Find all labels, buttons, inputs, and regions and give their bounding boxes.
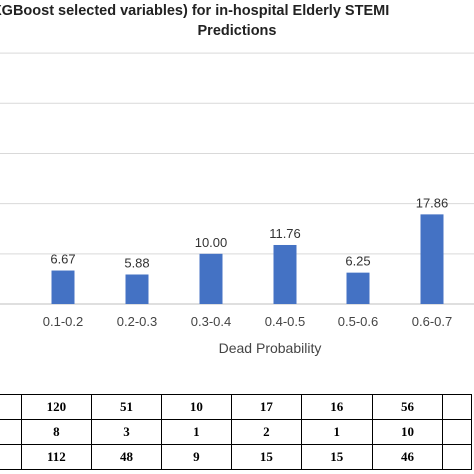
table-cell xyxy=(442,394,472,420)
table-cell xyxy=(442,444,472,470)
table-cell: 48 xyxy=(91,444,162,470)
bar xyxy=(273,244,297,304)
table-row: 120 51 10 17 16 56 xyxy=(0,394,472,420)
table-cell xyxy=(0,394,22,420)
table-cell: 9 xyxy=(160,444,232,470)
x-axis-label: Dead Probability xyxy=(219,340,322,356)
data-label: 11.76 xyxy=(269,226,301,241)
table-cell: 51 xyxy=(91,394,162,420)
data-label: 5.88 xyxy=(124,255,149,270)
table-cell xyxy=(0,444,22,470)
bar xyxy=(125,274,149,304)
table-row: 8 3 1 2 1 10 xyxy=(0,419,472,445)
table-cell: 10 xyxy=(160,394,232,420)
table-cell: 3 xyxy=(91,419,162,445)
table-cell: 2 xyxy=(230,419,302,445)
table-cell: 10 xyxy=(371,419,444,445)
table-cell: 1 xyxy=(300,419,373,445)
x-tick-label: 0.2-0.3 xyxy=(117,314,157,329)
table-cell: 46 xyxy=(371,444,444,470)
table-cell: 16 xyxy=(300,394,373,420)
table-cell: 8 xyxy=(20,419,93,445)
data-label: 10.00 xyxy=(195,235,228,250)
data-label: 17.86 xyxy=(416,195,449,210)
bar-chart: 0.16.670.1-0.25.880.2-0.310.000.3-0.411.… xyxy=(0,52,474,356)
table-cell: 15 xyxy=(230,444,302,470)
table-cell: 15 xyxy=(300,444,373,470)
table-cell: 17 xyxy=(230,394,302,420)
x-tick-label: 0.6-0.7 xyxy=(412,314,452,329)
x-tick-label: 0.4-0.5 xyxy=(265,314,305,329)
bar xyxy=(199,253,223,304)
table-cell: 120 xyxy=(20,394,93,420)
table-cell xyxy=(442,419,472,445)
x-tick-label: 0.3-0.4 xyxy=(191,314,231,329)
table-cell: 56 xyxy=(371,394,444,420)
data-label: 6.25 xyxy=(345,254,370,269)
bar xyxy=(346,272,370,304)
x-tick-label: 0.1-0.2 xyxy=(43,314,83,329)
chart-title-line-1: XGBoost selected variables) for in-hospi… xyxy=(0,3,390,19)
bar xyxy=(51,270,75,304)
table-cell: 1 xyxy=(160,419,232,445)
table-cell xyxy=(0,419,22,445)
data-table: 120 51 10 17 16 56 8 3 1 2 1 10 112 48 9 15 15 46 xyxy=(0,394,472,470)
chart-title-line-2: Predictions xyxy=(197,23,277,39)
bar xyxy=(420,214,444,304)
table-cell: 112 xyxy=(20,444,93,470)
x-tick-label: 0.5-0.6 xyxy=(338,314,378,329)
table-row: 112 48 9 15 15 46 xyxy=(0,444,472,470)
data-label: 6.67 xyxy=(50,252,75,267)
